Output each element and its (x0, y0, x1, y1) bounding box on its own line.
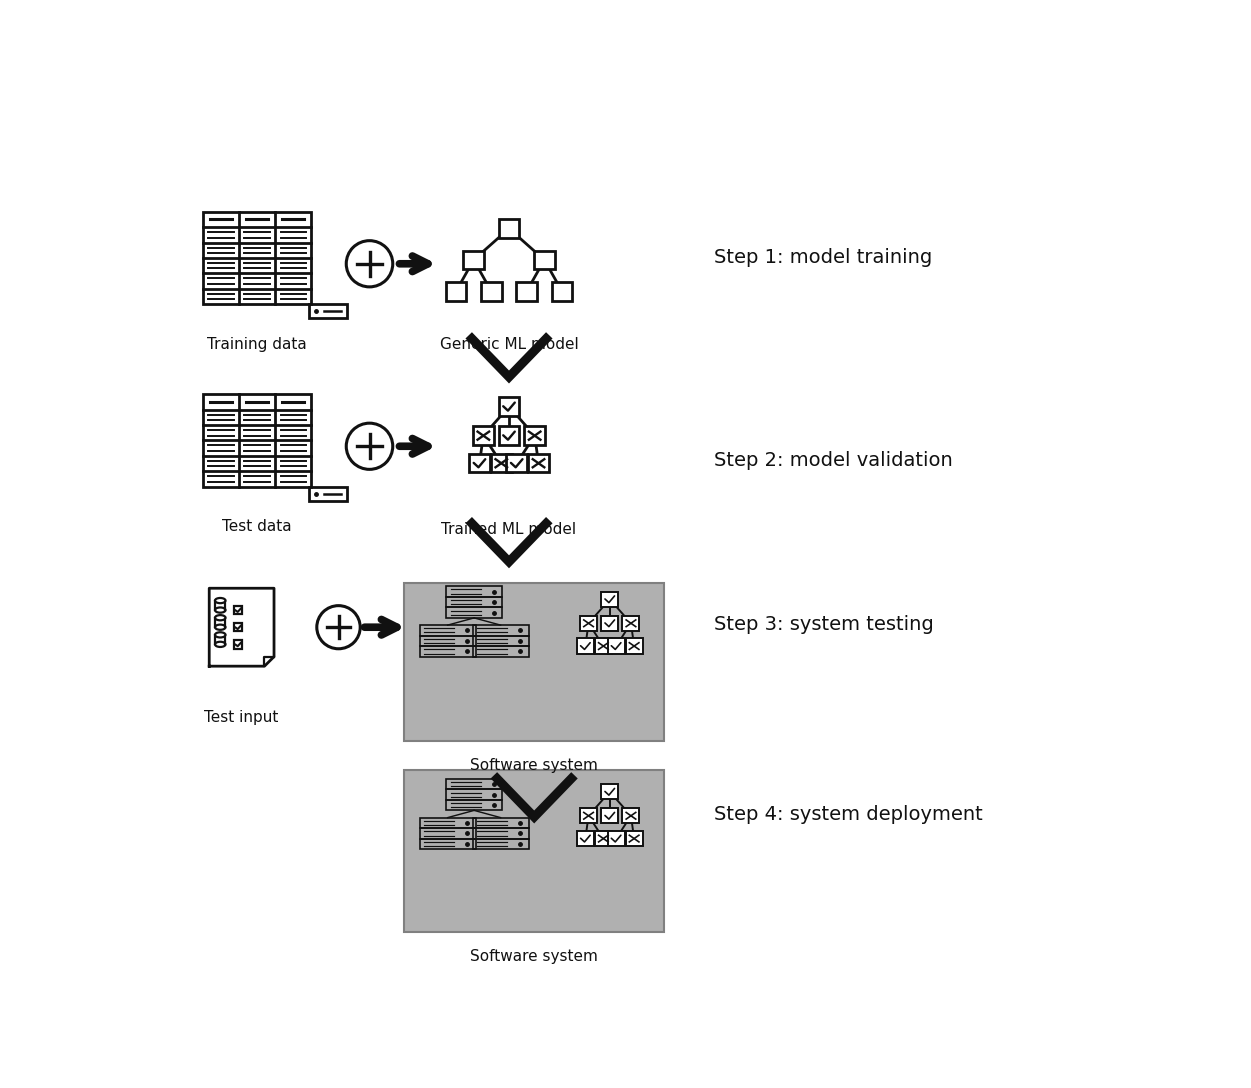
Ellipse shape (215, 598, 225, 603)
Bar (404, 770, 664, 932)
Bar (463, 250, 484, 269)
Bar (203, 212, 311, 305)
Bar (499, 397, 519, 416)
Bar (420, 646, 475, 657)
Bar (602, 808, 618, 824)
Text: Step 4: system deployment: Step 4: system deployment (714, 805, 983, 824)
Bar (447, 779, 502, 789)
Bar (309, 486, 348, 500)
Text: Test data: Test data (223, 519, 291, 534)
Bar (490, 454, 512, 472)
Text: Step 2: model validation: Step 2: model validation (714, 450, 953, 470)
Bar (447, 597, 502, 607)
Bar (499, 426, 519, 445)
Text: Software system: Software system (470, 757, 598, 772)
Bar (445, 282, 467, 300)
Bar (577, 639, 594, 654)
Bar (552, 282, 572, 300)
Bar (602, 592, 618, 607)
Bar (528, 454, 549, 472)
Bar (447, 789, 502, 800)
Bar (577, 831, 594, 846)
Bar (473, 817, 528, 828)
Circle shape (347, 423, 393, 469)
Bar (580, 616, 597, 631)
Ellipse shape (215, 615, 225, 620)
Bar (447, 607, 502, 618)
Bar (507, 454, 527, 472)
Bar (234, 606, 243, 615)
Bar (623, 808, 639, 824)
Bar (608, 831, 624, 846)
Bar (473, 635, 528, 646)
Bar (608, 639, 624, 654)
Bar (473, 839, 528, 850)
Bar (203, 394, 311, 486)
Text: Step 3: system testing: Step 3: system testing (714, 615, 934, 633)
Bar (447, 586, 502, 597)
Bar (626, 831, 643, 846)
Bar (420, 635, 475, 646)
Bar (594, 831, 612, 846)
Bar (234, 640, 243, 648)
Ellipse shape (215, 632, 225, 638)
Bar (482, 282, 502, 300)
Bar (469, 454, 490, 472)
Text: Test input: Test input (204, 710, 279, 726)
Bar (234, 623, 243, 631)
Bar (473, 626, 528, 635)
Bar (626, 639, 643, 654)
Bar (420, 828, 475, 839)
Bar (524, 426, 545, 445)
Bar (473, 426, 494, 445)
Bar (499, 220, 519, 238)
Bar (447, 800, 502, 811)
Bar (404, 583, 664, 741)
Bar (534, 250, 554, 269)
Bar (602, 616, 618, 631)
Text: Trained ML model: Trained ML model (442, 522, 577, 536)
Bar (473, 646, 528, 657)
Bar (594, 639, 612, 654)
Bar (420, 839, 475, 850)
Bar (623, 616, 639, 631)
Bar (602, 784, 618, 800)
Bar (309, 305, 348, 318)
Bar (420, 626, 475, 635)
Bar (473, 828, 528, 839)
Bar (517, 282, 537, 300)
Text: Step 1: model training: Step 1: model training (714, 248, 933, 268)
Bar (420, 817, 475, 828)
Text: Software system: Software system (470, 949, 598, 964)
Circle shape (347, 240, 393, 287)
Text: Training data: Training data (208, 337, 306, 351)
Bar (580, 808, 597, 824)
Circle shape (317, 606, 360, 648)
Text: Generic ML model: Generic ML model (439, 337, 578, 351)
